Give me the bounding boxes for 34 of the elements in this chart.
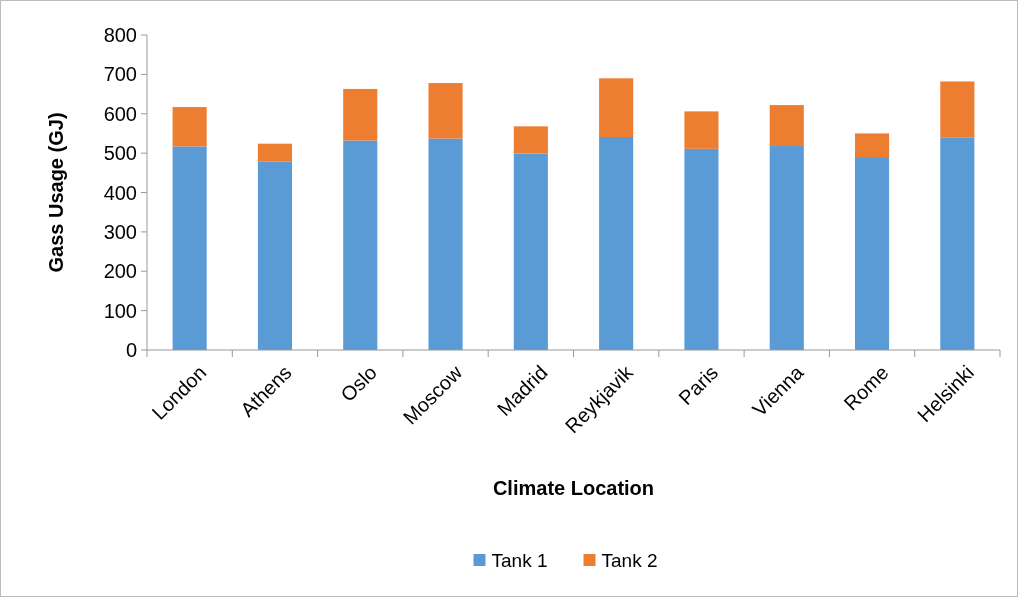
y-tick-label: 600	[103, 102, 137, 125]
bar	[343, 140, 378, 350]
bar	[257, 143, 293, 162]
bar	[940, 137, 975, 350]
x-axis-title: Climate Location	[492, 477, 655, 499]
x-tick-label: Oslo	[336, 361, 381, 406]
y-tick-label: 700	[103, 63, 137, 86]
bar	[513, 153, 548, 350]
bar	[940, 81, 975, 138]
bar	[428, 138, 463, 350]
y-tick-label: 200	[103, 260, 137, 283]
bar	[599, 78, 634, 137]
legend-label: Tank 2	[601, 549, 658, 571]
y-axis-title: Gass Usage (GJ)	[45, 112, 67, 273]
y-tick-label: 300	[103, 220, 137, 243]
bar	[684, 111, 719, 149]
bar	[684, 148, 719, 350]
legend-label: Tank 1	[491, 549, 548, 571]
y-tick-label: 500	[103, 142, 137, 165]
bar	[854, 157, 890, 350]
bar	[257, 161, 293, 350]
bar	[769, 146, 804, 350]
bar	[513, 126, 548, 154]
y-tick-label: 800	[103, 24, 137, 46]
bar	[172, 146, 207, 350]
bar	[769, 105, 804, 147]
bar	[854, 133, 890, 158]
y-tick-label: 400	[103, 181, 137, 204]
bar	[343, 88, 378, 141]
y-tick-label: 100	[103, 299, 137, 322]
bar	[599, 136, 634, 350]
bar	[428, 83, 463, 139]
y-tick-label: 0	[125, 339, 137, 361]
bar	[172, 107, 207, 147]
